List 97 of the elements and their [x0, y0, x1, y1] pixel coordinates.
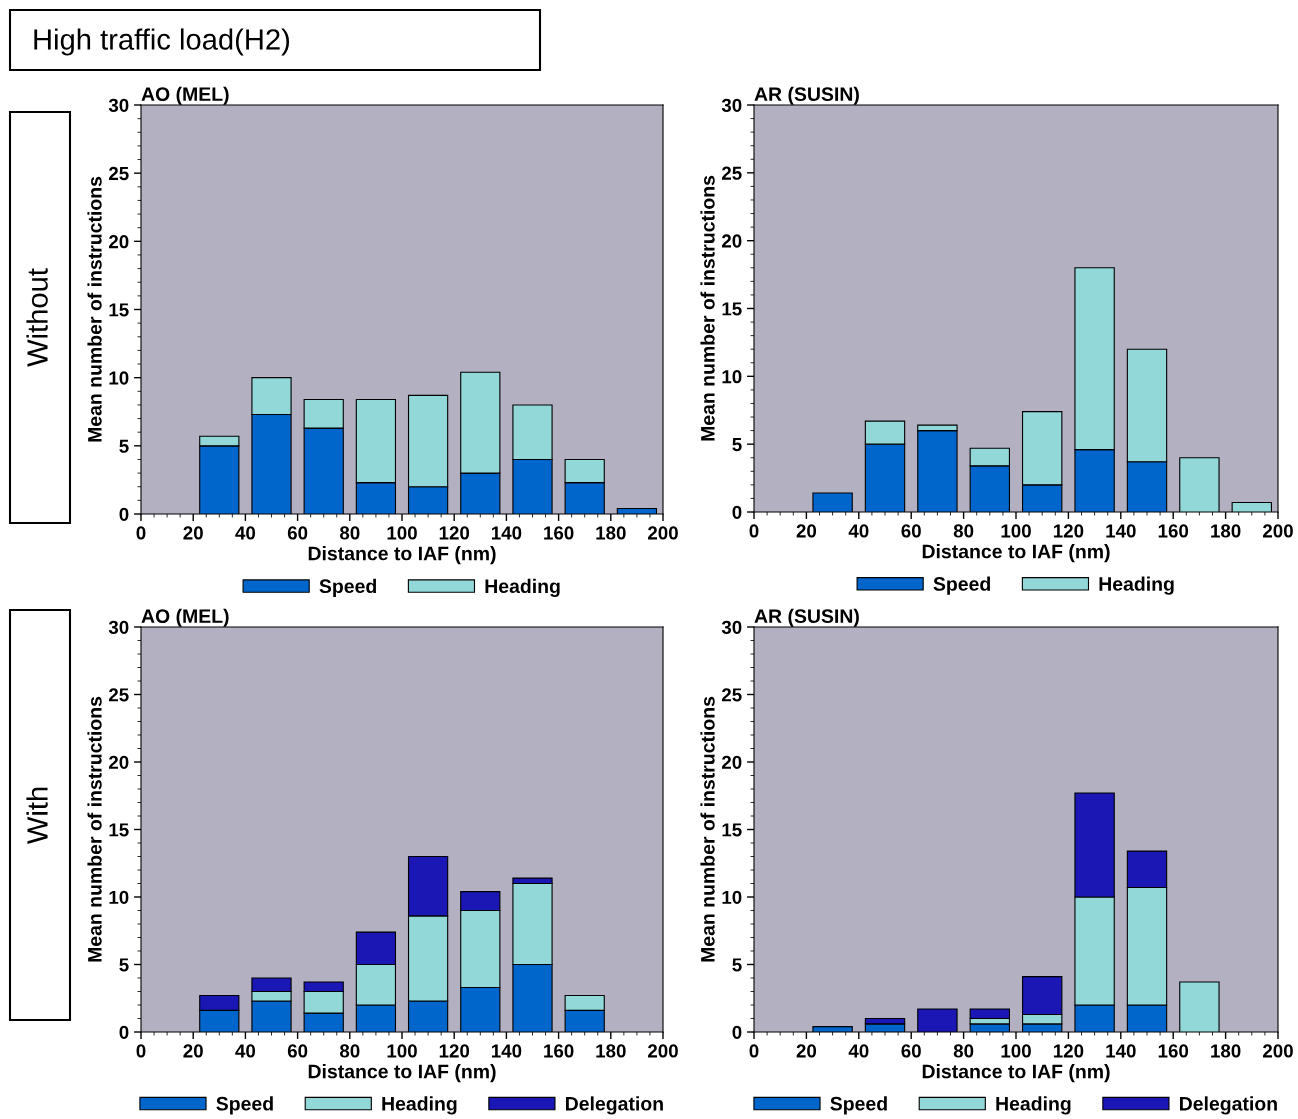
chart-title: AR (SUSIN) [754, 608, 859, 627]
x-tick-label: 120 [1053, 524, 1084, 538]
x-tick-label: 200 [1263, 1044, 1293, 1058]
y-axis-title: Mean number of instructions [87, 696, 102, 962]
chart-title: AO (MEL) [141, 86, 229, 105]
legend-label: Heading [1099, 576, 1174, 595]
x-tick-label: 0 [749, 1044, 759, 1058]
y-tick-label: 25 [721, 166, 742, 180]
y-tick-label: 5 [732, 958, 742, 972]
x-tick-label: 60 [287, 1044, 308, 1058]
y-tick-label: 10 [722, 370, 742, 384]
x-tick-label: 100 [387, 526, 417, 540]
y-tick-label: 10 [109, 371, 129, 385]
x-tick-label: 60 [901, 524, 921, 538]
text: High traffic load(H2) [34, 28, 290, 56]
x-tick-label: 60 [287, 526, 308, 540]
x-tick-label: 140 [491, 1044, 522, 1058]
x-tick-label: 80 [953, 1044, 974, 1058]
legend-label: Speed [933, 576, 990, 595]
x-tick-label: 40 [848, 524, 869, 538]
x-tick-label: 160 [544, 1044, 574, 1058]
legend-label: Speed [319, 578, 376, 597]
y-tick-label: 20 [721, 755, 742, 769]
x-tick-label: 40 [235, 526, 256, 540]
y-tick-label: 0 [732, 505, 742, 519]
y-tick-label: 15 [109, 823, 129, 837]
text: Without [26, 268, 48, 367]
y-axis-title: Mean number of instructions [87, 176, 102, 442]
x-tick-label: 200 [1263, 524, 1293, 538]
x-tick-label: 20 [796, 524, 817, 538]
x-tick-label: 160 [1158, 524, 1189, 538]
x-axis-title: Distance to IAF (nm) [308, 546, 496, 565]
x-tick-label: 80 [339, 526, 360, 540]
x-tick-label: 0 [136, 526, 146, 540]
y-axis-title: Mean number of instructions [700, 175, 715, 441]
y-tick-label: 0 [119, 1025, 129, 1039]
y-tick-label: 25 [721, 688, 742, 702]
legend-label: Delegation [1179, 1096, 1277, 1115]
y-tick-label: 25 [108, 688, 129, 702]
y-tick-label: 5 [119, 439, 129, 453]
y-tick-label: 25 [108, 166, 129, 181]
x-tick-label: 40 [235, 1044, 256, 1058]
x-tick-label: 60 [901, 1044, 921, 1058]
y-tick-label: 20 [721, 234, 742, 248]
x-tick-label: 80 [953, 524, 974, 538]
x-tick-label: 120 [1053, 1044, 1084, 1058]
x-tick-label: 120 [439, 526, 470, 540]
x-tick-label: 40 [848, 1044, 869, 1058]
x-tick-label: 180 [596, 526, 626, 540]
y-tick-label: 5 [732, 438, 742, 452]
x-tick-label: 100 [1001, 1044, 1031, 1058]
y-tick-label: 15 [109, 303, 129, 317]
y-tick-label: 30 [108, 620, 129, 634]
legend-label: Speed [830, 1096, 887, 1115]
x-tick-label: 180 [1211, 524, 1241, 538]
x-axis-title: Distance to IAF (nm) [308, 1064, 496, 1083]
y-tick-label: 20 [108, 755, 129, 769]
y-tick-label: 20 [108, 235, 129, 249]
x-tick-label: 80 [339, 1044, 360, 1058]
x-tick-label: 140 [1106, 524, 1136, 538]
x-tick-label: 100 [1001, 524, 1031, 538]
chart-title: AR (SUSIN) [754, 86, 859, 105]
legend-label: Heading [382, 1096, 457, 1115]
chart-title: AO (MEL) [141, 608, 229, 627]
x-tick-label: 140 [491, 526, 522, 540]
y-tick-label: 30 [721, 620, 742, 634]
y-tick-label: 15 [722, 302, 742, 316]
x-tick-label: 160 [544, 526, 574, 540]
y-axis-title: Mean number of instructions [700, 696, 715, 962]
x-tick-label: 140 [1106, 1044, 1136, 1058]
x-tick-label: 200 [648, 526, 678, 540]
x-tick-label: 20 [183, 526, 203, 540]
x-tick-label: 200 [648, 1044, 678, 1058]
x-tick-label: 20 [796, 1044, 817, 1058]
legend-label: Heading [996, 1096, 1071, 1115]
x-tick-label: 120 [439, 1044, 470, 1058]
x-tick-label: 0 [136, 1044, 146, 1058]
x-tick-label: 100 [387, 1044, 417, 1058]
y-tick-label: 10 [109, 890, 129, 904]
x-tick-label: 0 [749, 524, 759, 538]
x-tick-label: 180 [596, 1044, 626, 1058]
x-axis-title: Distance to IAF (nm) [922, 1064, 1110, 1083]
y-tick-label: 5 [119, 958, 129, 972]
x-tick-label: 160 [1158, 1044, 1189, 1058]
y-tick-label: 15 [722, 823, 742, 837]
legend-label: Speed [216, 1096, 273, 1115]
y-tick-label: 30 [108, 98, 129, 112]
legend-label: Delegation [565, 1096, 663, 1115]
y-tick-label: 10 [722, 890, 742, 904]
y-tick-label: 30 [721, 98, 742, 112]
x-tick-label: 180 [1211, 1044, 1241, 1058]
y-tick-label: 0 [119, 507, 129, 521]
x-axis-title: Distance to IAF (nm) [922, 544, 1110, 563]
text: With [26, 787, 48, 845]
legend-label: Heading [485, 578, 560, 598]
x-tick-label: 20 [183, 1044, 203, 1058]
y-tick-label: 0 [732, 1025, 742, 1039]
